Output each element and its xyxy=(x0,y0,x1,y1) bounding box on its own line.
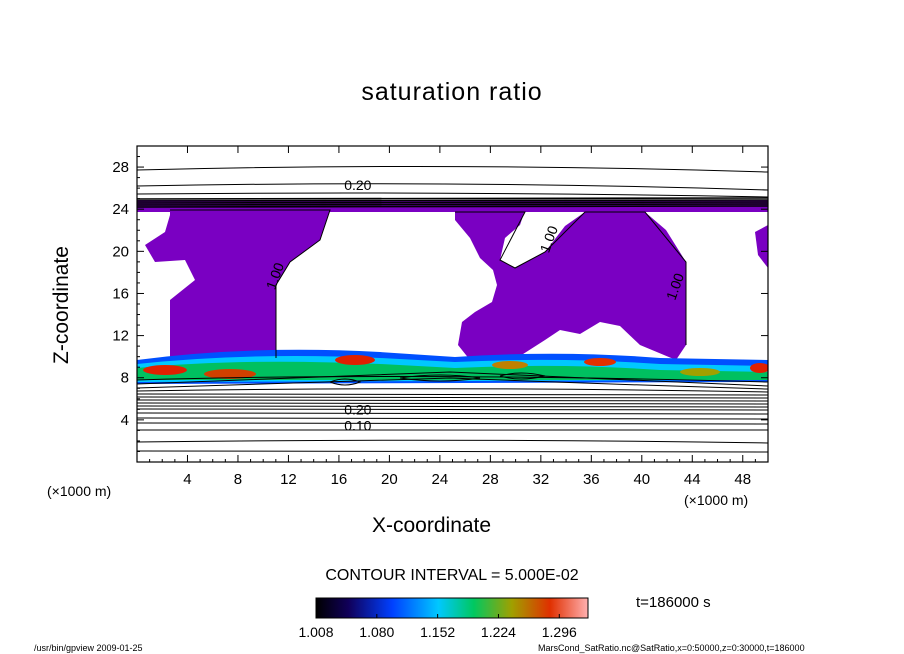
x-tick-label: 16 xyxy=(331,471,348,488)
x-tick-label: 40 xyxy=(633,471,650,488)
chart-title: saturation ratio xyxy=(361,78,543,106)
x-tick-label: 24 xyxy=(432,471,449,488)
x-tick-label: 28 xyxy=(482,471,499,488)
x-tick-label: 32 xyxy=(532,471,549,488)
colorbar-tick-label: 1.008 xyxy=(298,624,333,640)
contour-label: 0.20 xyxy=(344,177,371,193)
y-tick-label: 28 xyxy=(112,159,129,176)
colorbar-ticks: 1.008 1.080 1.152 1.224 1.296 xyxy=(298,614,577,640)
colorbar xyxy=(315,597,589,619)
x-axis-unit: (×1000 m) xyxy=(684,492,749,508)
x-tick-label: 4 xyxy=(183,471,191,488)
y-axis-unit: (×1000 m) xyxy=(47,483,112,499)
contour-label: 0.20 xyxy=(344,402,371,418)
y-tick-label: 8 xyxy=(121,370,129,387)
x-tick-label: 48 xyxy=(734,471,751,488)
y-tick-label: 16 xyxy=(112,285,129,302)
y-tick-label: 4 xyxy=(121,412,129,429)
x-tick-label: 8 xyxy=(234,471,242,488)
plot-area xyxy=(137,165,768,453)
x-tick-label: 36 xyxy=(583,471,600,488)
y-axis-label: Z-coordinate xyxy=(50,246,73,364)
contour-interval-label: CONTOUR INTERVAL = 5.000E-02 xyxy=(325,567,579,584)
x-tick-label: 20 xyxy=(381,471,398,488)
x-tick-label: 12 xyxy=(280,471,297,488)
contour-lines xyxy=(137,165,768,453)
colorbar-tick-label: 1.224 xyxy=(481,624,516,640)
colorbar-tick-label: 1.296 xyxy=(542,624,577,640)
colorbar-tick-label: 1.152 xyxy=(420,624,455,640)
x-axis-label: X-coordinate xyxy=(372,514,492,537)
x-axis-ticks: 4 8 12 16 20 24 28 32 36 40 44 48 xyxy=(149,146,756,488)
y-tick-label: 20 xyxy=(112,243,129,260)
footer-data-source: MarsCond_SatRatio.nc@SatRatio,x=0:50000,… xyxy=(538,643,805,653)
saturation-band xyxy=(137,349,768,384)
y-axis-ticks: 4 8 12 16 20 24 28 xyxy=(112,156,768,452)
x-tick-label: 44 xyxy=(684,471,701,488)
contour-label: 0.10 xyxy=(344,417,371,433)
colorbar-tick-label: 1.080 xyxy=(359,624,394,640)
y-tick-label: 24 xyxy=(112,201,129,218)
y-tick-label: 12 xyxy=(112,328,129,345)
footer-program-date: /usr/bin/gpview 2009-01-25 xyxy=(34,643,143,653)
time-label: t=186000 s xyxy=(636,594,711,611)
